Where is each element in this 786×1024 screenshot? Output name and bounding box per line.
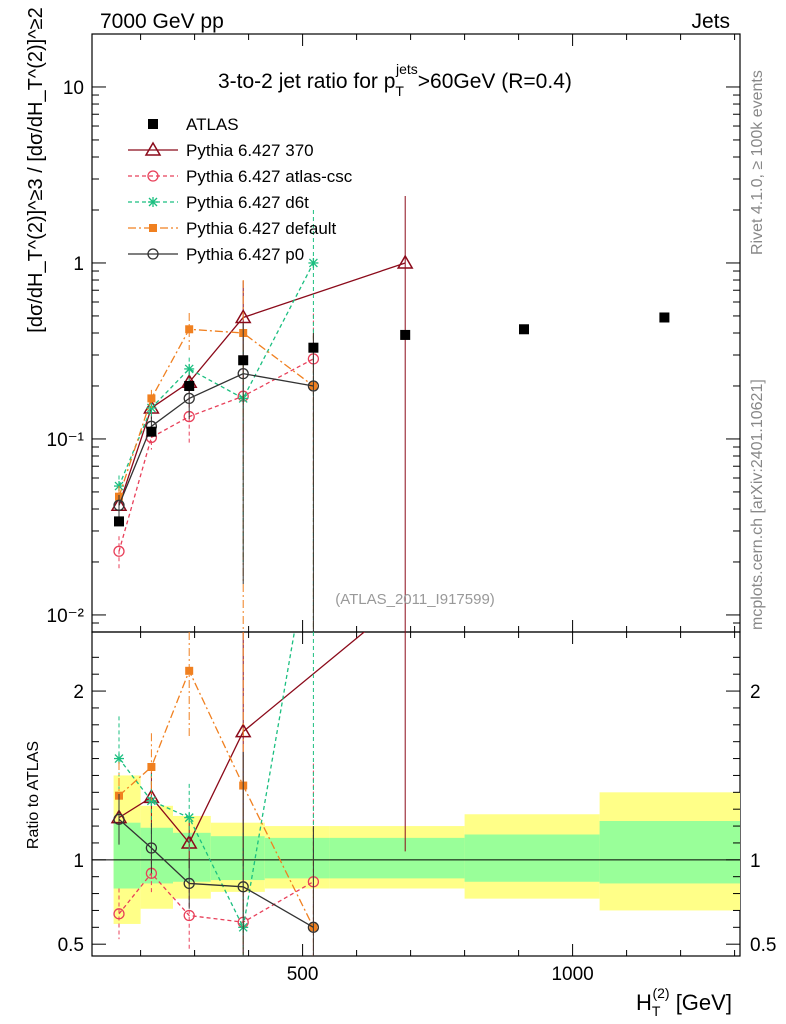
title-sub: T	[395, 83, 404, 99]
x-label-main: H	[636, 990, 652, 1015]
series-2-line	[118, 262, 314, 487]
series-2-ratio-point-stroke	[184, 813, 194, 823]
band-green	[599, 821, 740, 884]
series-4-line	[118, 372, 314, 506]
series-2-ratio-point	[184, 812, 195, 823]
series-1-ratio-point	[183, 909, 195, 922]
header-left: 7000 GeV pp	[100, 10, 224, 33]
series-0-point	[234, 309, 252, 324]
band-green	[464, 834, 600, 882]
series-2-point-stroke	[308, 258, 318, 268]
series-2-ratio-point	[114, 753, 124, 764]
atlas-point	[184, 380, 195, 391]
atlas-point	[308, 342, 319, 353]
legend-marker	[148, 197, 158, 207]
series-2-point-stroke	[184, 364, 194, 374]
legend-marker	[149, 224, 157, 232]
bottom-panel-series	[110, 632, 406, 956]
atlas-point	[519, 324, 529, 335]
series-1-line	[118, 358, 314, 552]
series-4-point	[113, 499, 125, 511]
header-right: Jets	[691, 10, 730, 33]
legend-marker	[147, 170, 159, 182]
legend-label: Pythia 6.427 p0	[186, 245, 304, 264]
y-tick-label-bottom-right: 1	[750, 851, 761, 872]
series-2-ratio-point-stroke	[114, 754, 124, 764]
chart-title: 3-to-2 jet ratio for pTjets>60GeV (R=0.4…	[218, 61, 572, 99]
series-4-point	[237, 368, 249, 380]
title-main: 3-to-2 jet ratio for p	[218, 70, 395, 93]
legend-label: ATLAS	[186, 115, 239, 134]
x-label-sub: T	[652, 1003, 661, 1019]
y-axis-label-bottom: Ratio to ATLAS	[25, 741, 42, 849]
series-2-point	[308, 257, 319, 268]
series-3-point	[147, 394, 156, 403]
y-tick-label-top: 10⁻¹	[47, 430, 85, 451]
side-mcplots-text: mcplots.cern.ch [arXiv:2401.10621]	[749, 379, 766, 630]
y-tick-label-bottom: 1	[73, 851, 84, 872]
x-axis-label: HT (2) [GeV]	[636, 985, 732, 1019]
legend-marker	[144, 141, 162, 156]
y-axis-label-top: [dσ/dH_T^(2)]^≥3 / [dσ/dH_T^(2)]^≥2	[25, 7, 47, 332]
series-3-ratio-point	[147, 763, 156, 771]
ratio-uncertainty-bands	[113, 775, 740, 924]
axis-ticks: 500 1000 10⁻² 10⁻¹ 1 10 0.5 0.5 1 1 2 2	[47, 33, 776, 985]
legend-label: Pythia 6.427 370	[186, 141, 314, 160]
series-4-ratio-point	[145, 842, 158, 854]
y-tick-label-top: 1	[73, 254, 84, 275]
series-4-ratio-point	[113, 813, 125, 825]
series-4-ratio-point	[307, 921, 320, 933]
series-4-ratio-point	[183, 877, 195, 890]
series-1-point	[113, 545, 125, 557]
analysis-label: (ATLAS_2011_I917599)	[335, 591, 495, 608]
atlas-point	[659, 312, 670, 323]
legend-label: Pythia 6.427 default	[186, 219, 337, 238]
atlas-point	[238, 355, 249, 366]
band-green	[264, 837, 330, 879]
y-tick-label-bottom: 2	[73, 682, 84, 703]
y-tick-label-top: 10⁻²	[47, 606, 85, 627]
series-4-point	[183, 392, 195, 405]
top-panel-series	[110, 196, 670, 632]
band-green	[329, 837, 465, 879]
band-green	[140, 827, 173, 884]
series-1-ratio-line	[118, 872, 314, 923]
series-3-ratio-point	[185, 666, 194, 675]
title-rest: >60GeV (R=0.4)	[418, 70, 572, 93]
band-green	[210, 836, 265, 881]
series-1-ratio-point	[113, 908, 125, 920]
side-rivet-text: Rivet 4.1.0, ≥ 100k events	[749, 70, 766, 255]
series-0-ratio-point	[234, 723, 252, 738]
series-0-point	[396, 254, 414, 269]
series-4-ratio-point	[237, 881, 249, 893]
legend-marker-stroke	[148, 197, 158, 207]
legend-label: Pythia 6.427 atlas-csc	[186, 167, 353, 186]
legend-marker	[148, 119, 158, 129]
atlas-point	[400, 329, 411, 340]
x-label-sup: (2)	[652, 985, 669, 1001]
band-green	[113, 822, 141, 889]
atlas-point	[146, 426, 157, 437]
y-tick-label-top: 10	[63, 78, 84, 99]
x-tick-label: 1000	[551, 964, 593, 985]
series-2-point	[184, 363, 195, 374]
x-label-unit: [GeV]	[670, 990, 732, 1015]
series-3-point	[185, 325, 194, 334]
legend-label: Pythia 6.427 d6t	[186, 193, 309, 212]
y-tick-label-bottom: 0.5	[58, 935, 84, 956]
series-0-line	[118, 262, 406, 506]
legend: ATLAS Pythia 6.427 370 Pythia 6.427 atlas-…	[128, 115, 353, 264]
series-4-point	[307, 380, 320, 392]
y-tick-label-bottom-right: 0.5	[750, 935, 776, 956]
atlas-point	[114, 516, 124, 527]
x-tick-label: 500	[287, 964, 319, 985]
legend-marker	[147, 248, 159, 260]
y-tick-label-bottom-right: 2	[750, 682, 761, 703]
title-sup: jets	[395, 61, 418, 77]
